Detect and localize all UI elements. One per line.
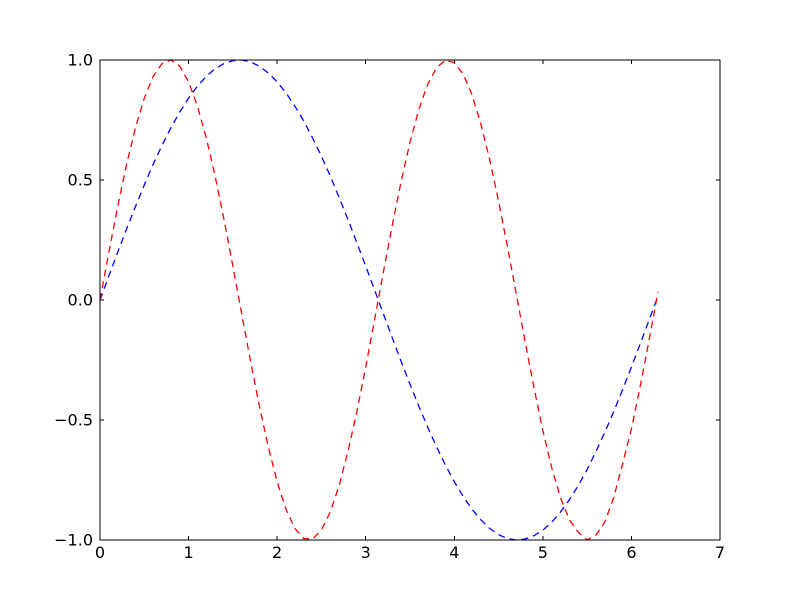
y-tick-label: −1.0 bbox=[54, 530, 93, 549]
series-sin-2x bbox=[99, 59, 659, 541]
x-tick-label: 6 bbox=[626, 543, 636, 562]
axes-frame bbox=[99, 59, 721, 541]
series-sin-x bbox=[99, 59, 659, 541]
x-tick-label: 5 bbox=[538, 543, 548, 562]
y-tick-label: −0.5 bbox=[54, 410, 93, 429]
x-tick-label: 0 bbox=[95, 543, 105, 562]
y-tick-label: 0.5 bbox=[68, 170, 93, 189]
x-tick-label: 4 bbox=[449, 543, 459, 562]
x-tick-label: 3 bbox=[361, 543, 371, 562]
x-tick-label: 1 bbox=[183, 543, 193, 562]
y-tick-label: 0.0 bbox=[68, 290, 93, 309]
y-tick-label: 1.0 bbox=[68, 50, 93, 69]
x-tick-label: 7 bbox=[715, 543, 725, 562]
axes-background bbox=[100, 60, 720, 540]
x-tick-label: 2 bbox=[272, 543, 282, 562]
